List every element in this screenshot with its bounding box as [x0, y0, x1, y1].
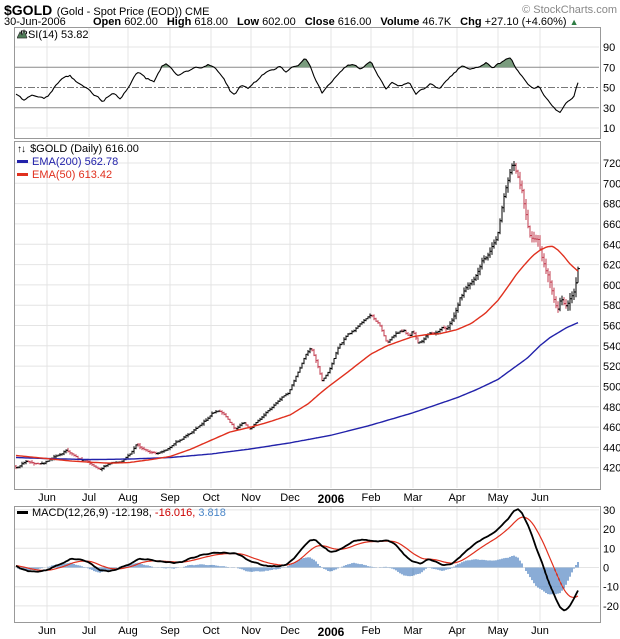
quote-close: Close 616.00 [304, 16, 372, 28]
ema50-legend-row: EMA(50) 613.42 [17, 169, 139, 182]
macd-legend-swatch [17, 510, 28, 514]
svg-text:500: 500 [603, 381, 620, 393]
svg-text:680: 680 [603, 199, 620, 211]
ema50-legend-label: EMA(50) 613.42 [32, 169, 113, 181]
x-axis-month-label: May [487, 492, 509, 504]
x-axis-month-label: 2006 [317, 625, 345, 639]
header-line1: $GOLD (Gold - Spot Price (EOD)) CME [4, 2, 210, 20]
svg-text:700: 700 [603, 178, 620, 190]
x-axis-month-label: Nov [241, 492, 261, 504]
x-axis-month-label: Aug [118, 625, 138, 637]
quote-volume: Volume 46.7K [380, 16, 452, 28]
svg-text:10: 10 [603, 543, 615, 555]
quote-low: Low 602.00 [237, 16, 296, 28]
svg-text:30: 30 [603, 505, 615, 517]
svg-text:600: 600 [603, 280, 620, 292]
svg-text:540: 540 [603, 341, 620, 353]
x-axis-month-label: Nov [241, 625, 261, 637]
updown-arrows-icon: ↑↓ [17, 144, 26, 155]
x-axis-month-label: Dec [280, 625, 300, 637]
x-axis-month-label: Jul [81, 625, 97, 637]
x-axis-month-label: Jun [38, 492, 56, 504]
svg-text:440: 440 [603, 442, 620, 454]
x-axis-month-label: Mar [403, 492, 423, 504]
rsi-legend: RSI(14) 53.82 [17, 29, 88, 42]
ema200-legend-swatch [17, 159, 28, 163]
x-axis-month-label: Sep [160, 492, 180, 504]
x-axis-months-bottom: Jun Jul Aug Sep Oct Nov Dec 2006 Feb Mar Apr May Jun [0, 624, 620, 639]
svg-text:0: 0 [603, 563, 609, 575]
x-axis-month-label: 2006 [317, 492, 345, 506]
svg-text:580: 580 [603, 300, 620, 312]
ema200-legend-row: EMA(200) 562.78 [17, 156, 139, 169]
macd-value: -12.198, [111, 507, 152, 519]
svg-text:480: 480 [603, 402, 620, 414]
x-axis-month-label: Jun [531, 625, 549, 637]
x-axis-month-label: Feb [361, 625, 381, 637]
x-axis-month-label: Aug [118, 492, 138, 504]
x-axis-month-label: Jun [38, 625, 56, 637]
svg-text:-10: -10 [603, 582, 619, 594]
change-up-icon: ▲ [569, 17, 579, 27]
ema200-legend-label: EMA(200) 562.78 [32, 156, 119, 168]
quote-high: High 618.00 [166, 16, 229, 28]
macd-hist-value: 3.818 [198, 507, 226, 519]
x-axis-month-label: Oct [202, 492, 220, 504]
x-axis-month-label: Jul [81, 492, 97, 504]
x-axis-month-label: Feb [361, 492, 381, 504]
rsi-legend-label: RSI(14) 53.82 [20, 29, 89, 41]
svg-text:560: 560 [603, 321, 620, 333]
ticker-symbol: $GOLD [4, 2, 53, 18]
svg-text:90: 90 [603, 42, 615, 54]
svg-text:640: 640 [603, 239, 620, 251]
x-axis-month-label: May [487, 625, 509, 637]
x-axis-month-label: Mar [403, 625, 423, 637]
x-axis-month-label: Apr [448, 492, 466, 504]
svg-text:-20: -20 [603, 601, 619, 613]
quote-line: 30-Jun-2006 Open 602.00 High 618.00 Low 602… [4, 16, 618, 28]
macd-legend: MACD(12,26,9) -12.198, -16.016, 3.818 [17, 507, 226, 520]
price-legend-label: $GOLD (Daily) 616.00 [30, 143, 139, 155]
x-axis-month-label: Apr [448, 625, 466, 637]
svg-text:520: 520 [603, 361, 620, 373]
x-axis-month-label: Oct [202, 625, 220, 637]
ema50-legend-swatch [17, 172, 28, 176]
x-axis-month-label: Sep [160, 625, 180, 637]
svg-text:10: 10 [603, 123, 615, 135]
svg-text:20: 20 [603, 524, 615, 536]
price-legend: ↑↓ $GOLD (Daily) 616.00 EMA(200) 562.78 … [17, 143, 139, 182]
svg-text:70: 70 [603, 62, 615, 74]
price-legend-row: ↑↓ $GOLD (Daily) 616.00 [17, 143, 139, 156]
x-axis-months-middle: Jun Jul Aug Sep Oct Nov Dec 2006 Feb Mar Apr May Jun [0, 491, 620, 506]
macd-signal-value: -16.016, [154, 507, 196, 519]
stockcharts-credit: © StockCharts.com [522, 4, 617, 16]
svg-text:50: 50 [603, 83, 615, 95]
svg-text:720: 720 [603, 158, 620, 170]
svg-text:30: 30 [603, 103, 615, 115]
svg-text:420: 420 [603, 463, 620, 475]
svg-text:660: 660 [603, 219, 620, 231]
svg-text:620: 620 [603, 260, 620, 272]
quote-change: Chg +27.10 (+4.60%) ▲ [460, 16, 579, 28]
x-axis-month-label: Jun [531, 492, 549, 504]
quote-open: Open 602.00 [93, 16, 158, 28]
ticker-description: (Gold - Spot Price (EOD)) CME [56, 6, 210, 18]
quote-date: 30-Jun-2006 [4, 16, 66, 28]
macd-legend-label: MACD(12,26,9) [32, 507, 109, 519]
svg-text:460: 460 [603, 422, 620, 434]
x-axis-month-label: Dec [280, 492, 300, 504]
